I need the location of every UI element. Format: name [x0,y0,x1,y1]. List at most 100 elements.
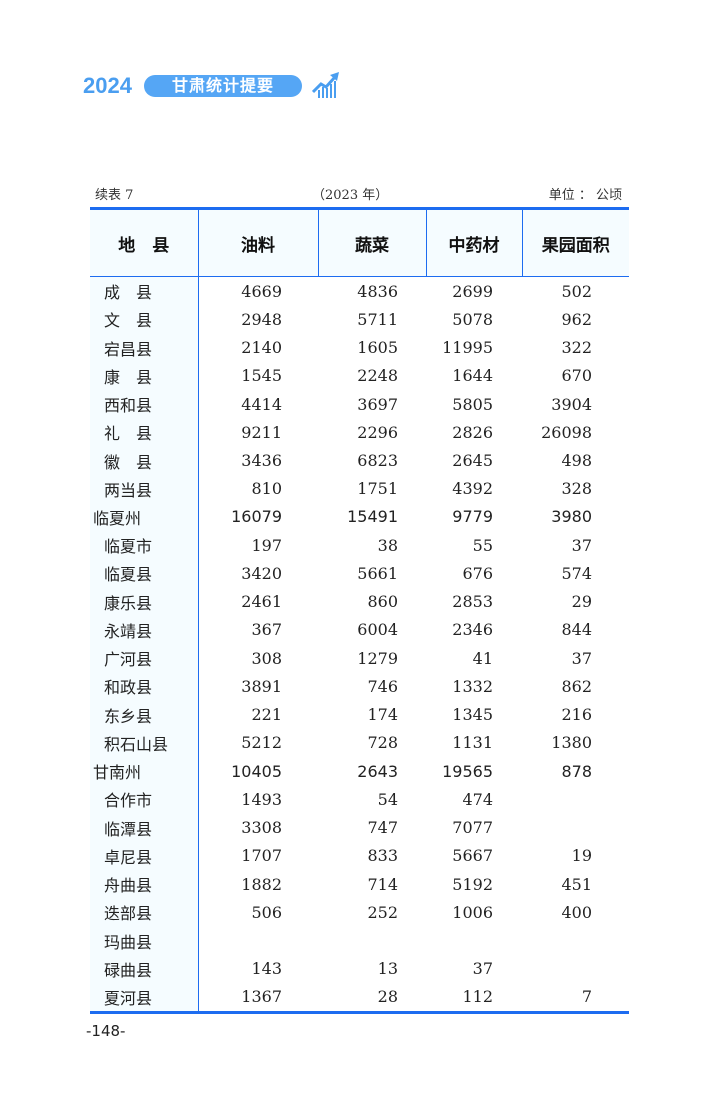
table-cell: 10405 [231,761,282,781]
table-cell: 676 [462,563,493,583]
table-cell: 747 [367,818,398,838]
table-cell: 3904 [551,394,592,414]
table-cell: 1332 [452,676,493,696]
table-row: 临夏县 3420 5661 676 574 [90,559,629,588]
table-cell: 5212 [241,733,282,753]
table-cell: 2346 [452,620,493,640]
table-cell: 1380 [551,733,592,753]
table-cell: 4392 [452,479,493,499]
table-cell: 2248 [357,366,398,386]
table-cell: 41 [472,648,493,668]
table-cell: 216 [561,705,592,725]
table-row: 迭部县 506 252 1006 400 [90,898,629,927]
table-cell [426,926,522,954]
table-cell: 11995 [442,338,493,358]
table-cell: 1882 [241,874,282,894]
row-label: 积石山县 [90,728,199,757]
table-cell: 2699 [452,281,493,301]
table-cell: 474 [462,789,493,809]
table-cell: 2140 [241,338,282,358]
table-cell: 1605 [357,338,398,358]
table-cell: 2853 [452,592,493,612]
row-label: 临潭县 [90,813,199,842]
chart-trend-up-icon [312,72,339,98]
table-cell: 833 [367,846,398,866]
brand-year: 2024 [83,73,132,98]
row-label: 卓尼县 [90,841,199,870]
table-cell: 55 [472,535,493,555]
table-cell: 4669 [241,281,282,301]
table-number: 续表 7 [95,188,134,203]
table-row: 礼 县 9211 2296 2826 26098 [90,418,629,447]
table-cell: 7 [522,982,629,1015]
row-label: 徽 县 [90,446,199,475]
table-cell: 498 [561,451,592,471]
table-cell: 1751 [357,479,398,499]
table-cell: 962 [561,309,592,329]
table-cell: 19 [571,846,592,866]
table-cell: 862 [561,676,592,696]
table-row: 成 县 4669 4836 2699 502 [90,276,629,306]
row-label: 甘南州 [90,756,199,786]
row-label: 广河县 [90,644,199,673]
row-label: 临夏县 [90,559,199,588]
table-cell: 506 [251,902,282,922]
table-cell: 878 [561,761,592,781]
table-cell: 5667 [452,846,493,866]
table-row: 合作市 1493 54 474 [90,785,629,814]
table-cell: 400 [561,902,592,922]
row-label: 夏河县 [90,982,199,1015]
table-row: 康乐县 2461 860 2853 29 [90,587,629,616]
table-row: 临潭县 3308 747 7077 [90,813,629,842]
table-cell: 9779 [452,507,493,527]
row-label: 康乐县 [90,587,199,616]
table-cell: 19565 [442,761,493,781]
table-row: 碌曲县 143 13 37 [90,954,629,983]
row-label: 成 县 [90,276,199,306]
table-cell: 1345 [452,705,493,725]
table-cell: 4414 [241,394,282,414]
table-row: 徽 县 3436 6823 2645 498 [90,446,629,475]
row-label: 迭部县 [90,898,199,927]
table-row: 东乡县 221 174 1345 216 [90,700,629,729]
table-cell: 37 [472,959,493,979]
row-label: 东乡县 [90,700,199,729]
table-cell: 574 [561,563,592,583]
table-cell: 502 [561,281,592,301]
table-cell: 1006 [452,902,493,922]
table-unit: 单位 ： 公顷 [548,188,622,203]
row-label: 和政县 [90,672,199,701]
brand-title: 甘肃统计提要 [144,75,302,97]
row-label: 康 县 [90,361,199,390]
table-cell: 308 [251,648,282,668]
table-cell: 197 [251,535,282,555]
table-cell: 2643 [357,761,398,781]
table-row: 玛曲县 [90,926,629,955]
table-row: 西和县 4414 3697 5805 3904 [90,389,629,419]
row-label: 临夏市 [90,531,199,560]
column-header: 中药材 [425,207,522,277]
row-label: 舟曲县 [90,869,199,899]
table-cell: 1707 [241,846,282,866]
table-cell: 5711 [357,309,398,329]
table-cell: 714 [367,874,398,894]
table-cell: 328 [561,479,592,499]
table-cell: 367 [251,620,282,640]
table-row: 永靖县 367 6004 2346 844 [90,615,629,645]
column-header: 地 县 [90,207,198,277]
table-cell: 2461 [241,592,282,612]
table-cell [522,955,629,983]
table-year: （2023 年） [312,188,389,203]
column-header: 蔬菜 [317,207,426,277]
table-cell: 29 [571,592,592,612]
table-cell: 1367 [198,982,318,1015]
table-cell: 1644 [452,366,493,386]
table-cell: 1545 [241,366,282,386]
table-cell [318,926,426,954]
table-cell: 3420 [241,563,282,583]
table-cell: 3891 [241,676,282,696]
table-row: 舟曲县 1882 714 5192 451 [90,869,629,899]
table-cell [522,926,629,954]
table-cell: 844 [561,620,592,640]
table-cell: 143 [251,959,282,979]
